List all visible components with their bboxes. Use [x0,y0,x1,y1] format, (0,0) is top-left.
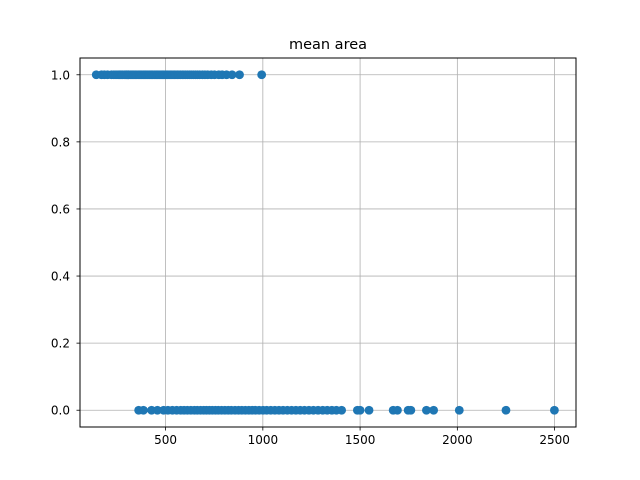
data-points [91,70,559,415]
data-point [501,405,511,415]
y-tick-label: 0.4 [51,270,70,284]
data-point [139,405,148,415]
y-tick-label: 0.0 [51,404,70,418]
y-tick-label: 0.8 [51,135,70,149]
plot-frame [79,57,577,428]
data-point [235,70,244,80]
data-point [393,405,402,415]
chart-title: mean area [289,37,367,53]
data-point [337,405,347,415]
data-point [355,405,365,415]
data-point [257,70,267,80]
x-tick-label: 2000 [442,433,473,447]
data-point [429,405,439,415]
data-point [406,405,416,415]
data-point [550,405,559,415]
data-point [454,405,464,415]
data-point [364,405,374,415]
x-tick-label: 1000 [248,433,279,447]
data-point [422,405,431,415]
axis-ticks: 500 1000 1500 2000 2500 0.0 0.2 0.4 0.6 0.8 1.0 [51,68,570,447]
data-point [227,70,237,80]
y-tick-label: 0.6 [51,202,70,216]
grid-lines [80,58,576,427]
y-tick-label: 1.0 [51,68,70,82]
x-tick-label: 1500 [345,433,376,447]
data-point [153,405,162,415]
y-tick-label: 0.2 [51,337,70,351]
x-tick-label: 2500 [539,433,570,447]
x-tick-label: 500 [154,433,177,447]
